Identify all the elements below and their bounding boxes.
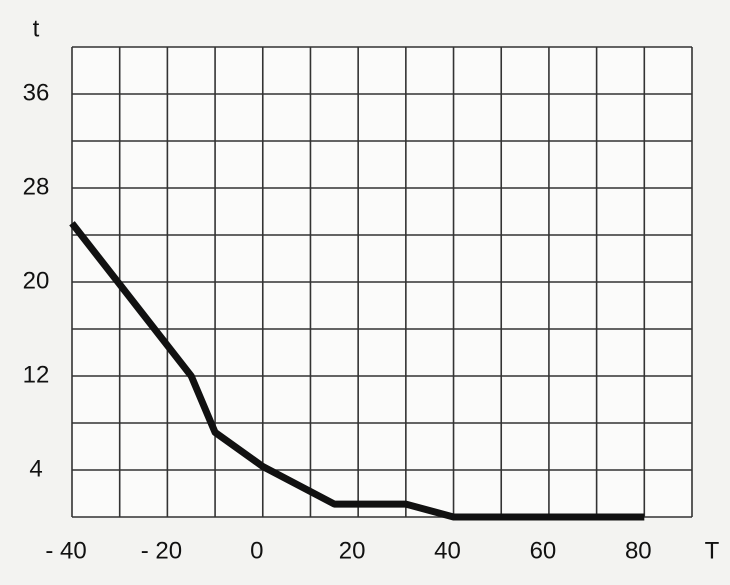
x-tick-label: 20 (339, 537, 366, 564)
x-tick-label: 80 (625, 537, 652, 564)
data-line (69, 221, 645, 521)
x-tick-label: 40 (434, 537, 461, 564)
y-tick-label: 36 (23, 79, 50, 106)
x-tick-label: - 40 (45, 537, 86, 564)
y-axis-label: t (33, 15, 40, 42)
y-tick-label: 20 (23, 267, 50, 294)
y-tick-label: 12 (23, 361, 50, 388)
x-tick-label: 0 (250, 537, 263, 564)
x-axis-label: T (705, 537, 720, 564)
x-tick-label: - 20 (141, 537, 182, 564)
y-tick-label: 28 (23, 173, 50, 200)
y-tick-label: 4 (29, 455, 42, 482)
x-tick-label: 60 (530, 537, 557, 564)
